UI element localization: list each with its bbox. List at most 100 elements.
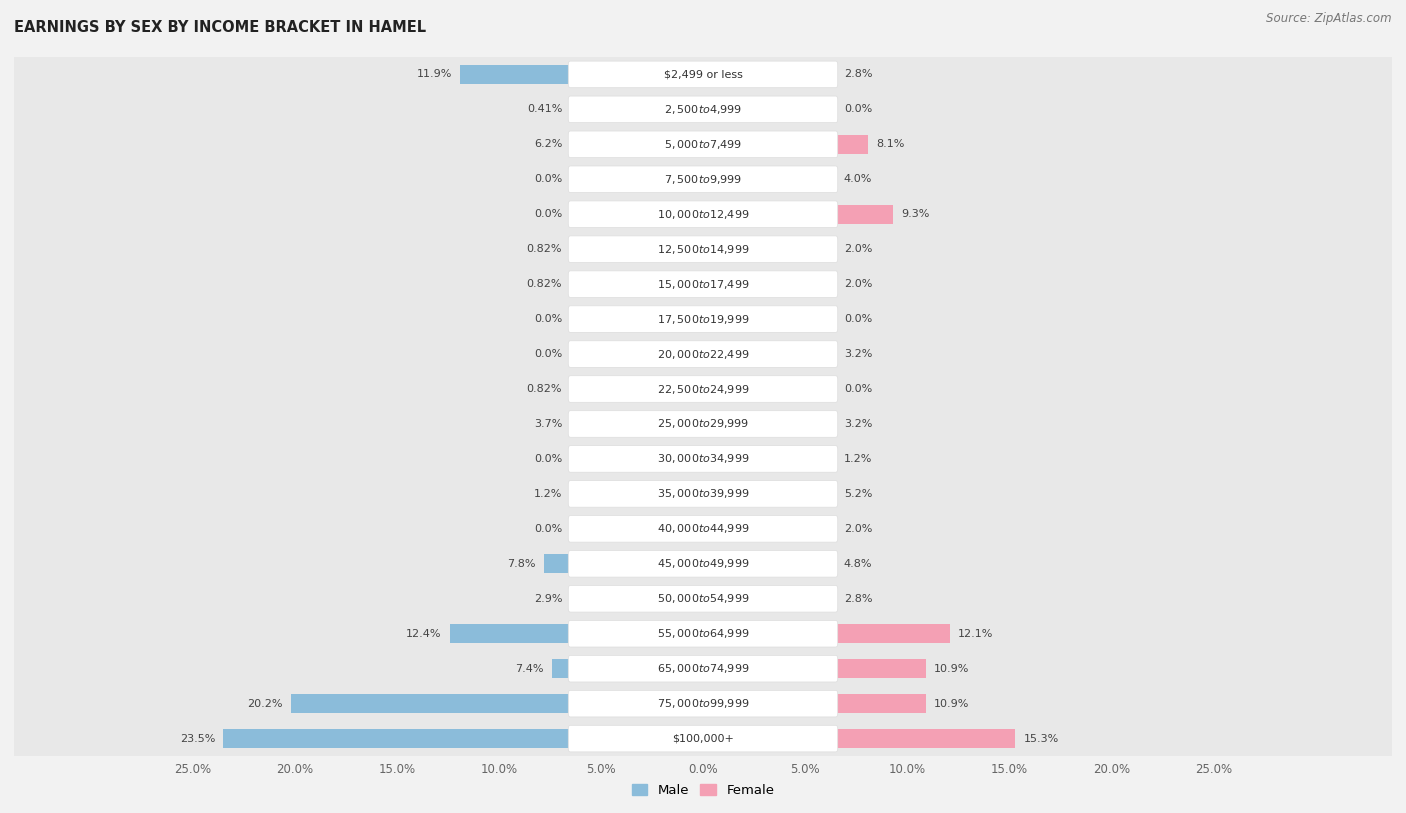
Text: 5.2%: 5.2% <box>844 489 872 499</box>
Text: 2.0%: 2.0% <box>844 244 872 254</box>
FancyBboxPatch shape <box>568 376 838 402</box>
Text: 0.0%: 0.0% <box>534 209 562 220</box>
Text: 2.9%: 2.9% <box>534 593 562 604</box>
Bar <box>703 589 761 608</box>
Text: $30,000 to $34,999: $30,000 to $34,999 <box>657 453 749 465</box>
Text: $100,000+: $100,000+ <box>672 733 734 744</box>
Text: 20.2%: 20.2% <box>247 698 283 709</box>
FancyBboxPatch shape <box>568 166 838 193</box>
Text: 0.82%: 0.82% <box>527 384 562 394</box>
Text: 0.41%: 0.41% <box>527 104 562 115</box>
FancyBboxPatch shape <box>13 337 1393 372</box>
FancyBboxPatch shape <box>568 131 838 158</box>
Text: 0.0%: 0.0% <box>844 314 872 324</box>
FancyBboxPatch shape <box>568 480 838 507</box>
Text: $45,000 to $49,999: $45,000 to $49,999 <box>657 558 749 570</box>
FancyBboxPatch shape <box>568 236 838 263</box>
Text: $7,500 to $9,999: $7,500 to $9,999 <box>664 173 742 185</box>
Text: Source: ZipAtlas.com: Source: ZipAtlas.com <box>1267 12 1392 25</box>
Text: 0.0%: 0.0% <box>844 384 872 394</box>
FancyBboxPatch shape <box>13 651 1393 686</box>
FancyBboxPatch shape <box>568 620 838 647</box>
Text: 2.0%: 2.0% <box>844 524 872 534</box>
Text: 0.0%: 0.0% <box>844 104 872 115</box>
FancyBboxPatch shape <box>13 406 1393 441</box>
FancyBboxPatch shape <box>13 127 1393 162</box>
Bar <box>644 589 703 608</box>
FancyBboxPatch shape <box>568 96 838 123</box>
Bar <box>291 694 703 713</box>
Bar <box>686 380 703 398</box>
Text: $55,000 to $64,999: $55,000 to $64,999 <box>657 628 749 640</box>
FancyBboxPatch shape <box>13 546 1393 581</box>
Bar <box>703 415 768 433</box>
Text: 3.2%: 3.2% <box>844 349 872 359</box>
FancyBboxPatch shape <box>568 201 838 228</box>
FancyBboxPatch shape <box>568 690 838 717</box>
Text: $2,500 to $4,999: $2,500 to $4,999 <box>664 103 742 115</box>
Bar <box>703 694 925 713</box>
Text: $22,500 to $24,999: $22,500 to $24,999 <box>657 383 749 395</box>
FancyBboxPatch shape <box>568 341 838 367</box>
FancyBboxPatch shape <box>13 57 1393 92</box>
Text: 3.2%: 3.2% <box>844 419 872 429</box>
FancyBboxPatch shape <box>568 725 838 752</box>
FancyBboxPatch shape <box>568 550 838 577</box>
Text: $15,000 to $17,499: $15,000 to $17,499 <box>657 278 749 290</box>
Text: 0.0%: 0.0% <box>534 349 562 359</box>
FancyBboxPatch shape <box>13 616 1393 651</box>
Text: 0.82%: 0.82% <box>527 279 562 289</box>
FancyBboxPatch shape <box>13 92 1393 127</box>
Text: $2,499 or less: $2,499 or less <box>664 69 742 80</box>
Bar <box>703 659 925 678</box>
Bar <box>553 659 703 678</box>
Text: $75,000 to $99,999: $75,000 to $99,999 <box>657 698 749 710</box>
Text: 15.3%: 15.3% <box>1024 733 1059 744</box>
Bar <box>224 729 703 748</box>
FancyBboxPatch shape <box>13 232 1393 267</box>
Text: 23.5%: 23.5% <box>180 733 215 744</box>
Text: 4.0%: 4.0% <box>844 174 872 185</box>
Text: $5,000 to $7,499: $5,000 to $7,499 <box>664 138 742 150</box>
FancyBboxPatch shape <box>13 441 1393 476</box>
Text: $65,000 to $74,999: $65,000 to $74,999 <box>657 663 749 675</box>
Bar <box>703 554 801 573</box>
Text: 3.7%: 3.7% <box>534 419 562 429</box>
Bar <box>679 485 703 503</box>
FancyBboxPatch shape <box>568 411 838 437</box>
Bar <box>703 520 744 538</box>
Bar <box>703 275 744 293</box>
Bar <box>686 275 703 293</box>
FancyBboxPatch shape <box>13 721 1393 756</box>
FancyBboxPatch shape <box>568 515 838 542</box>
Text: 4.8%: 4.8% <box>844 559 872 569</box>
Bar <box>703 205 893 224</box>
Bar <box>686 240 703 259</box>
Text: $25,000 to $29,999: $25,000 to $29,999 <box>657 418 749 430</box>
Text: EARNINGS BY SEX BY INCOME BRACKET IN HAMEL: EARNINGS BY SEX BY INCOME BRACKET IN HAM… <box>14 20 426 35</box>
FancyBboxPatch shape <box>568 271 838 298</box>
Text: 0.0%: 0.0% <box>534 314 562 324</box>
Text: 7.8%: 7.8% <box>508 559 536 569</box>
Bar <box>703 240 744 259</box>
FancyBboxPatch shape <box>13 372 1393 406</box>
FancyBboxPatch shape <box>13 686 1393 721</box>
Text: 2.0%: 2.0% <box>844 279 872 289</box>
Text: 1.2%: 1.2% <box>534 489 562 499</box>
Bar <box>703 624 950 643</box>
FancyBboxPatch shape <box>568 655 838 682</box>
Text: 2.8%: 2.8% <box>844 593 872 604</box>
FancyBboxPatch shape <box>13 476 1393 511</box>
Bar <box>703 345 768 363</box>
Text: $40,000 to $44,999: $40,000 to $44,999 <box>657 523 749 535</box>
Text: 11.9%: 11.9% <box>416 69 451 80</box>
FancyBboxPatch shape <box>568 306 838 333</box>
FancyBboxPatch shape <box>13 302 1393 337</box>
Bar <box>450 624 703 643</box>
Bar <box>695 100 703 119</box>
Text: 9.3%: 9.3% <box>901 209 929 220</box>
FancyBboxPatch shape <box>13 581 1393 616</box>
Text: $20,000 to $22,499: $20,000 to $22,499 <box>657 348 749 360</box>
Text: 10.9%: 10.9% <box>934 663 969 674</box>
FancyBboxPatch shape <box>13 511 1393 546</box>
